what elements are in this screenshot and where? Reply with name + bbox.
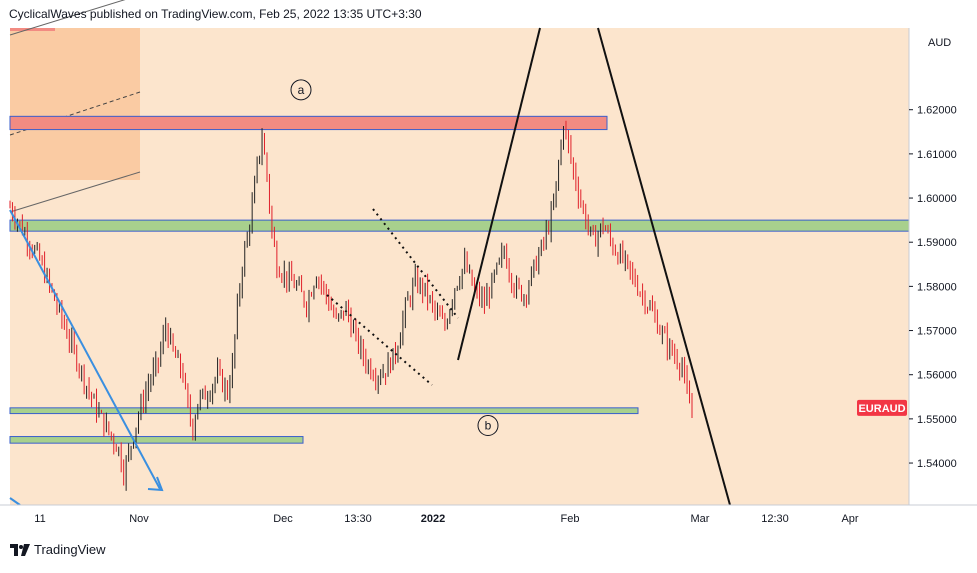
wave-label-b: b — [485, 419, 492, 433]
symbol-badge-text: EURAUD — [858, 403, 905, 415]
wave-label-a: a — [298, 83, 305, 97]
x-tick-label-2: Dec — [273, 513, 293, 525]
x-tick-label-7: 12:30 — [761, 513, 789, 525]
price-axis-bg[interactable] — [910, 28, 977, 505]
x-tick-label-0: 11 — [34, 513, 45, 525]
blue-trend-arrow — [9, 209, 161, 490]
falling-black-line — [597, 27, 731, 506]
time-axis-bg[interactable] — [0, 505, 977, 533]
y-tick-label-1: 1.61000 — [917, 149, 957, 161]
y-tick-label-2: 1.60000 — [917, 193, 957, 205]
footer: TradingView — [10, 542, 106, 557]
channel-upper-line — [9, 0, 126, 36]
blue-arrow-stub — [9, 497, 21, 506]
symbol-badge: EURAUD — [857, 399, 907, 416]
symbol-badge-bg — [857, 399, 907, 416]
x-tick-label-4: 2022 — [421, 513, 445, 525]
y-tick-label-7: 1.55000 — [917, 414, 957, 426]
x-tick-label-6: Mar — [691, 513, 710, 525]
y-tick-label-4: 1.58000 — [917, 281, 957, 293]
zone-1 — [9, 219, 910, 232]
zone-2 — [9, 407, 639, 415]
rising-black-line — [457, 27, 541, 361]
y-tick-label-5: 1.57000 — [917, 326, 957, 338]
channel-lower-line — [9, 171, 141, 213]
shaded-channel-zone — [10, 28, 140, 180]
footer-brand: TradingView — [34, 542, 106, 557]
publisher-line: CyclicalWaves published on TradingView.c… — [9, 7, 422, 21]
zone-3 — [9, 436, 304, 444]
dotted-triangle-upper — [372, 208, 459, 319]
zone-0 — [9, 115, 608, 131]
dotted-triangle-lower — [326, 294, 433, 386]
y-tick-label-0: 1.62000 — [917, 105, 957, 117]
y-tick-label-8: 1.54000 — [917, 458, 957, 470]
x-ticks-layer: 11 Nov Dec 13:30 2022 Feb Mar 12:30 Apr — [34, 513, 859, 525]
x-tick-label-1: Nov — [129, 513, 149, 525]
x-tick-label-3: 13:30 — [344, 513, 372, 525]
blue-arrow-head — [147, 476, 164, 492]
currency-label: AUD — [928, 37, 951, 49]
tradingview-logo-icon — [10, 543, 30, 556]
x-tick-label-5: Feb — [561, 513, 580, 525]
annotations-layer: ab — [290, 79, 499, 436]
zones-layer — [9, 115, 910, 444]
wave-label-circle-a — [290, 79, 312, 101]
x-tick-label-8: Apr — [841, 513, 858, 525]
y-ticks-layer: 1.62000 1.61000 1.60000 1.59000 1.58000 1.570… — [909, 105, 957, 470]
y-tick-label-6: 1.56000 — [917, 370, 957, 382]
candles-layer — [9, 120, 693, 491]
top-left-zone — [10, 28, 55, 31]
plot-background — [10, 28, 909, 505]
y-tick-label-3: 1.59000 — [917, 237, 957, 249]
wave-label-circle-b — [477, 415, 499, 436]
